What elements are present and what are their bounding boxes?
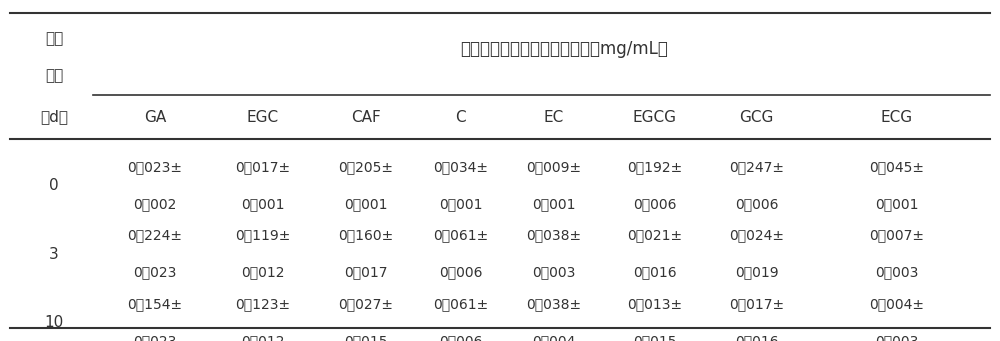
Text: 0．019: 0．019	[735, 265, 779, 279]
Text: 0．003: 0．003	[532, 265, 576, 279]
Text: 0．023±: 0．023±	[128, 160, 183, 174]
Text: GCG: GCG	[740, 109, 774, 124]
Text: CAF: CAF	[351, 109, 381, 124]
Text: 发酵: 发酵	[45, 31, 63, 46]
Text: 0．027±: 0．027±	[338, 297, 393, 311]
Text: 0．123±: 0．123±	[235, 297, 290, 311]
Text: 0．038±: 0．038±	[526, 297, 581, 311]
Text: 0．224±: 0．224±	[128, 229, 183, 243]
Text: 0．003: 0．003	[875, 265, 919, 279]
Text: 0．016: 0．016	[735, 334, 779, 341]
Text: 0．012: 0．012	[241, 265, 285, 279]
Text: 0．006: 0．006	[439, 265, 483, 279]
Text: 3: 3	[49, 247, 59, 262]
Text: C: C	[455, 109, 466, 124]
Text: 0．006: 0．006	[633, 197, 677, 211]
Text: 0．061±: 0．061±	[433, 229, 488, 243]
Text: 0．017±: 0．017±	[235, 160, 290, 174]
Text: 0．012: 0．012	[241, 334, 285, 341]
Text: 0．004: 0．004	[532, 334, 576, 341]
Text: 0．013±: 0．013±	[627, 297, 682, 311]
Text: 0．002: 0．002	[133, 197, 177, 211]
Text: 0．061±: 0．061±	[433, 297, 488, 311]
Text: 0．160±: 0．160±	[338, 229, 393, 243]
Text: 0．001: 0．001	[241, 197, 285, 211]
Text: 0．021±: 0．021±	[627, 229, 682, 243]
Text: 0: 0	[49, 178, 59, 193]
Text: 0．119±: 0．119±	[235, 229, 291, 243]
Text: 0．004±: 0．004±	[869, 297, 924, 311]
Text: 0．023: 0．023	[133, 334, 177, 341]
Text: 0．001: 0．001	[532, 197, 576, 211]
Text: 0．007±: 0．007±	[869, 229, 924, 243]
Text: 0．009±: 0．009±	[526, 160, 581, 174]
Text: 0．154±: 0．154±	[127, 297, 183, 311]
Text: 0．001: 0．001	[875, 197, 919, 211]
Text: 0．045±: 0．045±	[869, 160, 924, 174]
Text: 0．001: 0．001	[344, 197, 387, 211]
Text: 0．016: 0．016	[633, 265, 677, 279]
Text: （d）: （d）	[40, 109, 68, 124]
Text: 0．015: 0．015	[633, 334, 677, 341]
Text: 10: 10	[44, 315, 64, 330]
Text: 0．247±: 0．247±	[729, 160, 784, 174]
Text: EGC: EGC	[247, 109, 279, 124]
Text: 0．192±: 0．192±	[627, 160, 682, 174]
Text: 0．038±: 0．038±	[526, 229, 581, 243]
Text: 0．205±: 0．205±	[338, 160, 393, 174]
Text: 0．023: 0．023	[133, 265, 177, 279]
Text: 时间: 时间	[45, 68, 63, 83]
Text: GA: GA	[144, 109, 166, 124]
Text: 0．006: 0．006	[439, 334, 483, 341]
Text: 实验组茶汤中主要成分的含量（mg/mL）: 实验组茶汤中主要成分的含量（mg/mL）	[460, 40, 668, 58]
Text: EGCG: EGCG	[633, 109, 677, 124]
Text: 0．034±: 0．034±	[433, 160, 488, 174]
Text: 0．006: 0．006	[735, 197, 779, 211]
Text: EC: EC	[544, 109, 564, 124]
Text: 0．017: 0．017	[344, 265, 387, 279]
Text: ECG: ECG	[881, 109, 913, 124]
Text: 0．003: 0．003	[875, 334, 919, 341]
Text: 0．024±: 0．024±	[729, 229, 784, 243]
Text: 0．015: 0．015	[344, 334, 387, 341]
Text: 0．017±: 0．017±	[729, 297, 784, 311]
Text: 0．001: 0．001	[439, 197, 483, 211]
